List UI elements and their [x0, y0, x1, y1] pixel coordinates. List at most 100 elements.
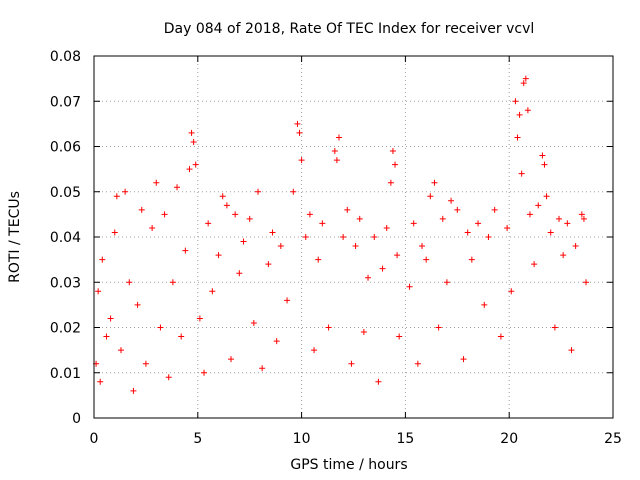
data-point: [497, 333, 504, 340]
data-point: [387, 179, 394, 186]
data-point: [344, 206, 351, 213]
data-point: [443, 279, 450, 286]
y-tick-label: 0.07: [50, 94, 81, 110]
y-axis-title: ROTI / TECUs: [7, 191, 23, 283]
x-tick-labels: 0 5 10 15 20 25: [90, 431, 622, 447]
data-point: [138, 206, 145, 213]
data-point: [427, 193, 434, 200]
data-point: [265, 261, 272, 268]
data-point: [182, 247, 189, 254]
data-point: [284, 297, 291, 304]
data-point: [583, 279, 590, 286]
grid-lines: [94, 56, 613, 418]
data-point: [296, 129, 303, 136]
data-point: [149, 224, 156, 231]
data-point: [468, 256, 475, 263]
data-point: [188, 129, 195, 136]
data-points: [93, 75, 590, 394]
chart-title: Day 084 of 2018, Rate Of TEC Index for r…: [164, 21, 535, 37]
data-point: [508, 288, 515, 295]
data-point: [161, 211, 168, 218]
data-point: [294, 120, 301, 127]
data-point: [259, 365, 266, 372]
data-point: [306, 211, 313, 218]
data-point: [414, 360, 421, 367]
data-point: [352, 243, 359, 250]
data-point: [333, 157, 340, 164]
data-point: [365, 274, 372, 281]
data-point: [319, 220, 326, 227]
data-point: [169, 279, 176, 286]
data-point: [383, 224, 390, 231]
data-point: [186, 166, 193, 173]
data-point: [97, 378, 104, 385]
data-point: [250, 319, 257, 326]
data-point: [246, 215, 253, 222]
data-point: [302, 234, 309, 240]
data-point: [196, 315, 203, 322]
data-point: [551, 324, 558, 331]
data-point: [396, 333, 403, 340]
data-point: [165, 374, 172, 381]
data-point: [325, 324, 332, 331]
data-point: [269, 229, 276, 236]
data-point: [460, 356, 467, 363]
data-point: [392, 161, 399, 168]
data-point: [481, 301, 488, 308]
data-point: [201, 369, 208, 376]
x-tick-label: 0: [90, 431, 99, 447]
data-point: [419, 243, 426, 250]
y-tick-labels: 0 0.01 0.02 0.03 0.04 0.05 0.06 0.07 0.08: [50, 49, 81, 427]
data-point: [371, 234, 378, 240]
data-point: [157, 324, 164, 331]
data-point: [491, 206, 498, 213]
data-point: [406, 283, 413, 290]
data-point: [360, 329, 367, 336]
data-point: [547, 229, 554, 236]
data-point: [273, 338, 280, 345]
data-point: [205, 220, 212, 227]
x-tick-label: 25: [604, 431, 622, 447]
data-point: [117, 347, 124, 354]
y-tick-label: 0.05: [50, 185, 81, 201]
data-point: [126, 279, 133, 286]
data-point: [348, 360, 355, 367]
data-point: [290, 188, 297, 195]
y-tick-label: 0.06: [50, 140, 81, 156]
data-point: [580, 215, 587, 222]
data-point: [475, 220, 482, 227]
data-point: [522, 75, 529, 82]
data-point: [178, 333, 185, 340]
data-point: [539, 152, 546, 159]
data-point: [439, 215, 446, 222]
data-point: [379, 265, 386, 272]
data-point: [543, 193, 550, 200]
data-point: [219, 193, 226, 200]
x-tick-label: 5: [193, 431, 202, 447]
data-point: [526, 211, 533, 218]
x-tick-label: 10: [293, 431, 311, 447]
data-point: [255, 188, 262, 195]
y-tick-label: 0.04: [50, 230, 81, 246]
data-point: [335, 134, 342, 141]
x-tick-label: 15: [396, 431, 414, 447]
data-point: [134, 301, 141, 308]
data-point: [122, 188, 129, 195]
data-point: [568, 347, 575, 354]
data-point: [223, 202, 230, 209]
data-point: [240, 238, 247, 245]
data-point: [524, 107, 531, 114]
data-point: [431, 179, 438, 186]
data-point: [142, 360, 149, 367]
data-point: [518, 170, 525, 177]
data-point: [541, 161, 548, 168]
data-point: [113, 193, 120, 200]
data-point: [215, 252, 222, 259]
data-point: [340, 234, 347, 240]
data-point: [572, 243, 579, 250]
data-point: [464, 229, 471, 236]
data-point: [190, 138, 197, 145]
data-point: [564, 220, 571, 227]
data-point: [516, 111, 523, 118]
